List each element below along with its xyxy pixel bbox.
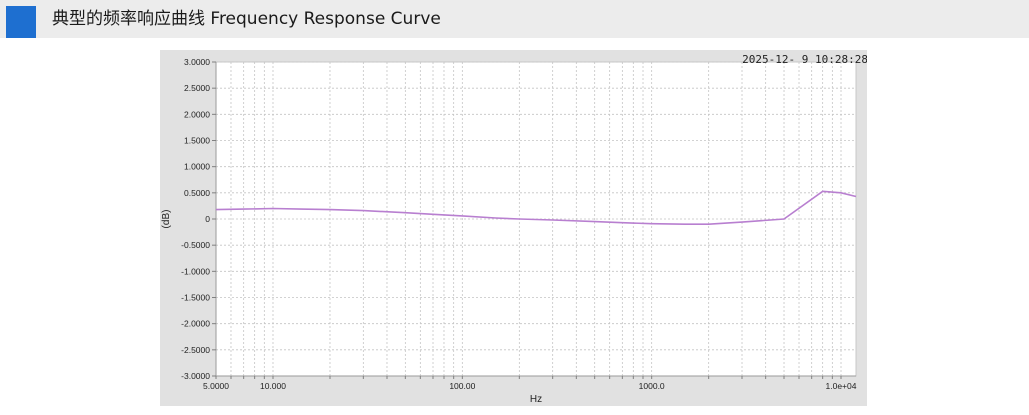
y-tick-label: 2.5000 bbox=[184, 83, 210, 93]
y-tick-label: -1.0000 bbox=[181, 266, 210, 276]
x-tick-label: 1.0e+04 bbox=[826, 381, 857, 391]
x-axis-title: Hz bbox=[530, 394, 542, 405]
series-line bbox=[215, 190, 857, 225]
x-tick-label: 100.00 bbox=[449, 381, 475, 391]
series-layer bbox=[215, 190, 857, 225]
y-axis-title: (dB) bbox=[161, 210, 172, 229]
y-tick-label: 0 bbox=[205, 214, 210, 224]
section-header: 典型的频率响应曲线 Frequency Response Curve bbox=[0, 0, 1029, 38]
axis-ticks bbox=[212, 61, 842, 379]
y-tick-label: -0.5000 bbox=[181, 240, 210, 250]
chart-timestamp: 2025-12- 9 10:28:28 bbox=[742, 53, 867, 66]
y-tick-label: 3.0000 bbox=[184, 57, 210, 67]
y-tick-label: 1.0000 bbox=[184, 162, 210, 172]
header-accent-block bbox=[6, 6, 36, 38]
y-tick-label: -3.0000 bbox=[181, 371, 210, 381]
tick-labels: 3.0000 2.5000 2.0000 1.5000 1.0000 0.5000 0 -0.… bbox=[181, 57, 857, 391]
y-tick-label: 0.5000 bbox=[184, 188, 210, 198]
x-tick-label: 5.0000 bbox=[203, 381, 229, 391]
y-tick-label: -1.5000 bbox=[181, 293, 210, 303]
y-tick-label: 1.5000 bbox=[184, 136, 210, 146]
y-tick-label: -2.0000 bbox=[181, 319, 210, 329]
y-tick-label: -2.5000 bbox=[181, 345, 210, 355]
frequency-response-chart: 3.0000 2.5000 2.0000 1.5000 1.0000 0.5000 0 -0.… bbox=[161, 53, 867, 405]
chart-frame: 3.0000 2.5000 2.0000 1.5000 1.0000 0.5000 0 -0.… bbox=[160, 50, 867, 406]
x-tick-label: 10.000 bbox=[260, 381, 286, 391]
x-tick-label: 1000.0 bbox=[639, 381, 665, 391]
section-title: 典型的频率响应曲线 Frequency Response Curve bbox=[52, 9, 441, 29]
y-tick-label: 2.0000 bbox=[184, 109, 210, 119]
